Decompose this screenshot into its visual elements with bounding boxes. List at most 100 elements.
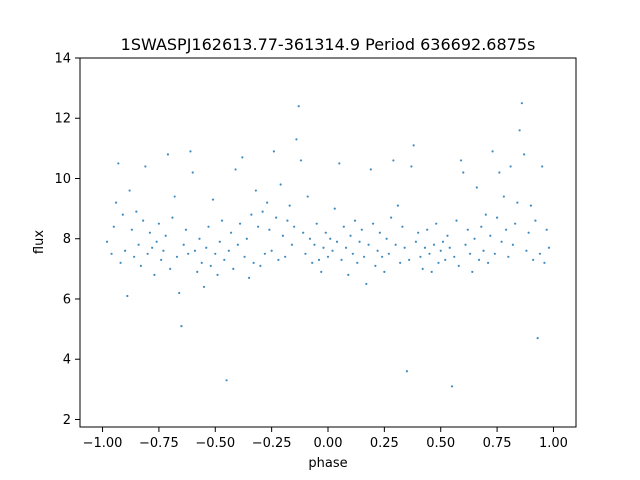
data-point bbox=[311, 261, 314, 264]
data-point bbox=[362, 255, 366, 258]
data-point bbox=[511, 243, 514, 246]
data-point bbox=[484, 213, 487, 216]
data-point bbox=[349, 234, 352, 237]
data-point bbox=[227, 249, 230, 252]
data-point bbox=[516, 201, 519, 204]
data-point bbox=[191, 171, 194, 174]
data-point bbox=[365, 282, 368, 286]
data-point bbox=[414, 240, 418, 243]
x-tick-label: −1.00 bbox=[83, 436, 123, 451]
data-point bbox=[308, 237, 312, 240]
data-point bbox=[290, 243, 294, 246]
data-point bbox=[477, 258, 481, 261]
data-point bbox=[387, 252, 390, 255]
data-point bbox=[139, 264, 142, 267]
data-point bbox=[322, 246, 325, 249]
data-point bbox=[317, 258, 321, 261]
data-point bbox=[428, 252, 431, 255]
data-point bbox=[381, 255, 384, 258]
data-point bbox=[205, 246, 208, 249]
data-point bbox=[399, 261, 402, 264]
data-point bbox=[304, 252, 307, 255]
data-point bbox=[209, 264, 212, 267]
data-point bbox=[266, 201, 269, 204]
data-point bbox=[378, 231, 381, 234]
data-point bbox=[538, 252, 542, 255]
data-point bbox=[254, 189, 257, 192]
data-point bbox=[326, 255, 330, 258]
data-point bbox=[423, 246, 427, 249]
x-axis: −1.00 −0.75 −0.50 −0.25 0.00 0.25 0.50 0.75 1.00 bbox=[83, 427, 568, 451]
data-point bbox=[448, 246, 451, 249]
data-point bbox=[335, 240, 339, 243]
data-point bbox=[444, 258, 447, 261]
data-point bbox=[275, 216, 278, 219]
data-point bbox=[175, 255, 179, 258]
data-point bbox=[286, 219, 289, 222]
data-point bbox=[439, 249, 442, 252]
data-point bbox=[306, 195, 309, 198]
data-point bbox=[417, 231, 420, 234]
data-point bbox=[473, 237, 476, 240]
scatter-points bbox=[105, 102, 551, 388]
y-tick-label: 12 bbox=[54, 112, 71, 127]
x-tick-label: −0.25 bbox=[252, 436, 292, 451]
data-point bbox=[252, 261, 255, 264]
data-point bbox=[493, 252, 496, 255]
data-point bbox=[353, 219, 357, 222]
data-point bbox=[229, 231, 233, 234]
x-tick-label: 0.50 bbox=[426, 436, 455, 451]
data-point bbox=[272, 150, 275, 153]
data-point bbox=[502, 195, 505, 198]
data-point bbox=[344, 246, 348, 249]
data-point bbox=[507, 255, 510, 258]
data-point bbox=[543, 261, 546, 264]
data-point bbox=[518, 129, 521, 132]
data-point bbox=[547, 246, 551, 249]
data-point bbox=[250, 213, 253, 216]
data-point bbox=[475, 186, 478, 189]
chart-title: 1SWASPJ162613.77-361314.9 Period 636692.… bbox=[121, 35, 536, 54]
data-point bbox=[430, 270, 433, 273]
data-point bbox=[259, 264, 262, 267]
data-point bbox=[369, 168, 372, 171]
data-point bbox=[243, 255, 246, 258]
data-point bbox=[257, 225, 260, 228]
data-point bbox=[480, 225, 483, 228]
data-point bbox=[523, 153, 526, 156]
x-tick-label: −0.50 bbox=[195, 436, 235, 451]
data-point bbox=[435, 222, 438, 225]
data-point bbox=[171, 216, 174, 219]
data-point bbox=[148, 231, 151, 234]
data-point bbox=[432, 243, 436, 246]
data-point bbox=[320, 270, 323, 273]
data-point bbox=[468, 252, 472, 255]
data-point bbox=[295, 138, 298, 141]
data-point bbox=[534, 219, 537, 222]
data-point bbox=[218, 240, 221, 243]
data-point bbox=[173, 195, 176, 198]
data-point bbox=[385, 237, 388, 240]
data-point bbox=[486, 261, 490, 264]
data-point bbox=[214, 252, 217, 255]
data-point bbox=[338, 162, 341, 165]
data-point bbox=[457, 264, 460, 267]
data-point bbox=[505, 228, 508, 231]
data-point bbox=[182, 243, 185, 246]
data-point bbox=[437, 261, 440, 264]
data-point bbox=[532, 258, 535, 261]
data-point bbox=[360, 228, 363, 231]
data-point bbox=[288, 204, 291, 207]
data-point bbox=[245, 237, 248, 240]
y-axis-label: flux bbox=[32, 230, 47, 254]
data-point bbox=[390, 216, 393, 219]
data-point bbox=[193, 249, 197, 252]
data-point bbox=[153, 273, 156, 276]
data-point bbox=[162, 249, 165, 252]
data-point bbox=[268, 228, 271, 231]
data-point bbox=[419, 255, 422, 258]
data-point bbox=[498, 171, 501, 174]
data-point bbox=[110, 252, 113, 255]
data-point bbox=[394, 243, 397, 246]
